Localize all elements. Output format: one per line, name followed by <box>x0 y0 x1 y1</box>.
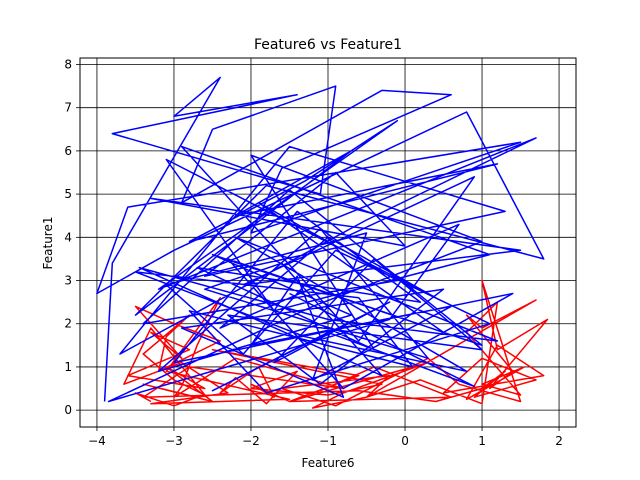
x-tick-label: 1 <box>478 434 486 448</box>
series-line-red <box>123 279 549 409</box>
y-tick-label: 6 <box>64 144 72 158</box>
y-tick-label: 3 <box>64 274 72 288</box>
series-line-blue <box>96 76 545 403</box>
x-axis: −4 −3 −2 −1 0 1 2 <box>88 427 563 448</box>
y-tick-label: 2 <box>64 317 72 331</box>
plot-area <box>96 76 549 409</box>
y-tick-label: 1 <box>64 360 72 374</box>
x-tick-label: −1 <box>319 434 337 448</box>
y-tick-label: 4 <box>64 230 72 244</box>
y-tick-label: 5 <box>64 187 72 201</box>
x-axis-label: Feature6 <box>302 456 355 470</box>
x-tick-label: 2 <box>555 434 563 448</box>
y-axis: 0 1 2 3 4 5 6 7 8 <box>64 57 80 417</box>
chart-title: Feature6 vs Feature1 <box>254 37 402 53</box>
x-tick-label: 0 <box>401 434 409 448</box>
y-axis-label: Feature1 <box>41 217 55 270</box>
y-tick-label: 7 <box>64 101 72 115</box>
y-tick-label: 0 <box>64 403 72 417</box>
x-tick-label: −3 <box>165 434 183 448</box>
y-tick-label: 8 <box>64 57 72 71</box>
x-tick-label: −2 <box>242 434 260 448</box>
x-tick-label: −4 <box>88 434 106 448</box>
